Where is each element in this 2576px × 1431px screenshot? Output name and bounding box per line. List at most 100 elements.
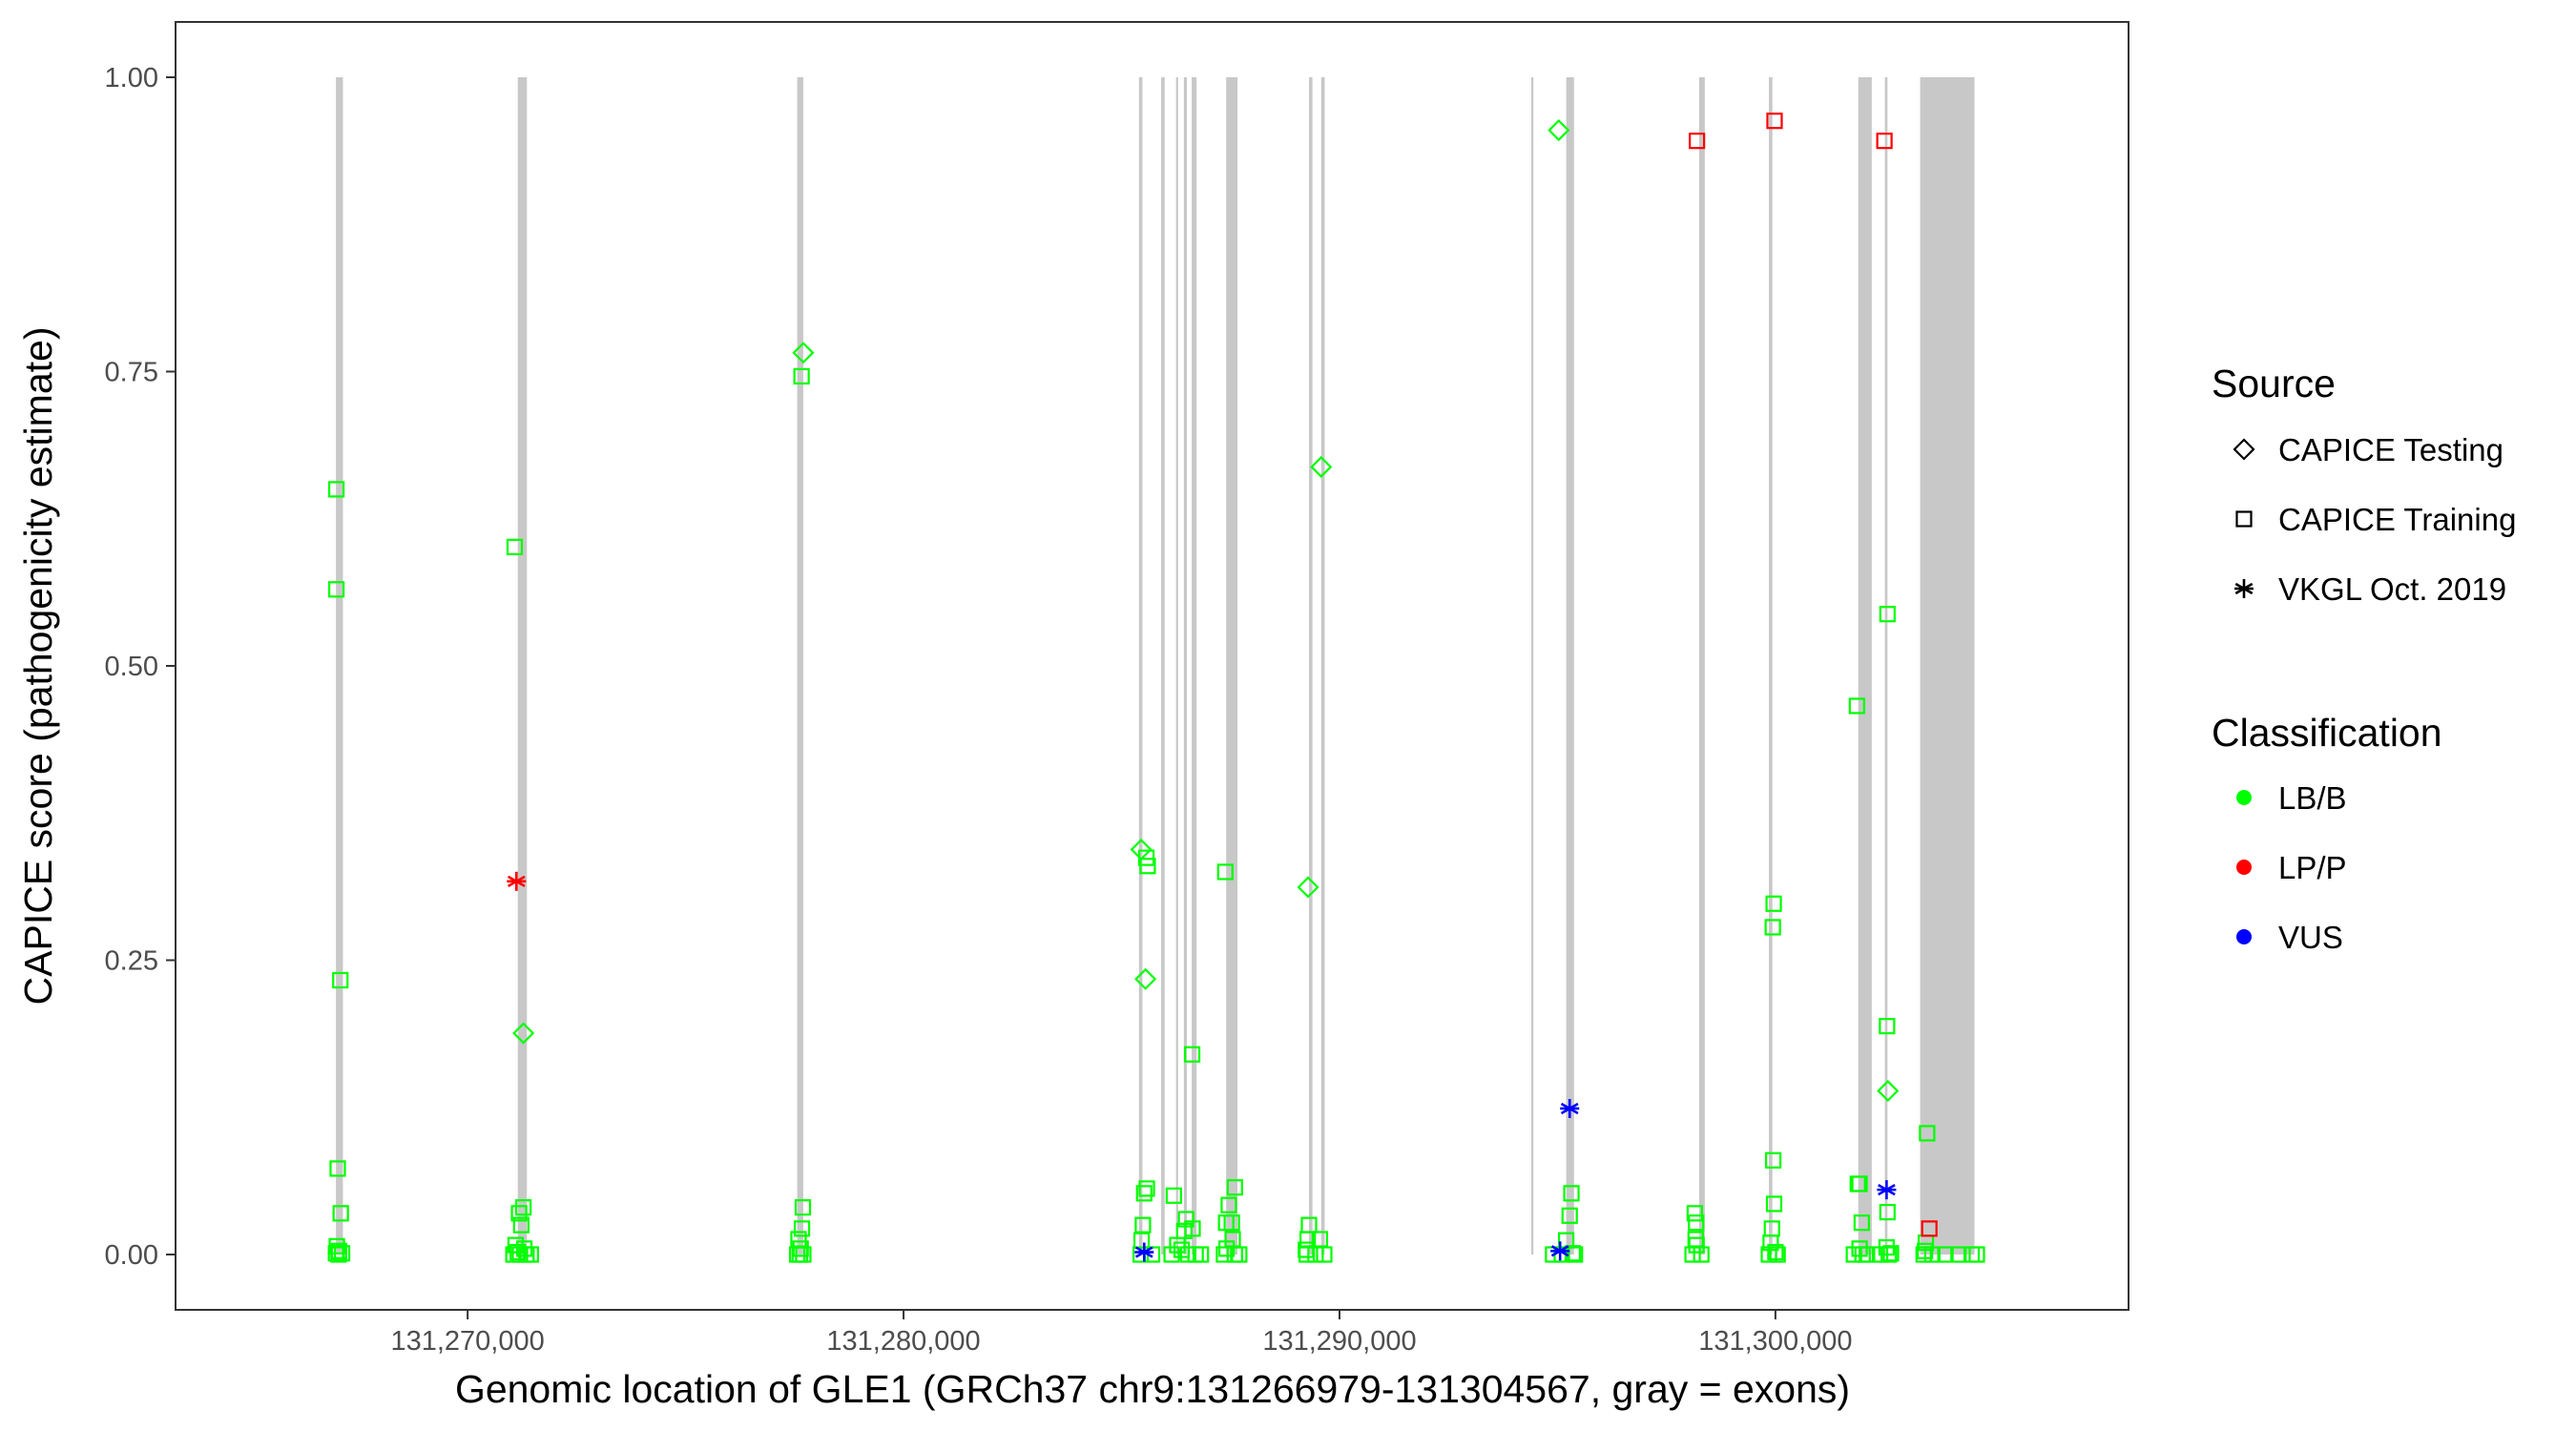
data-point (1561, 1207, 1578, 1224)
exon-band (336, 76, 343, 1255)
exon-band (1698, 76, 1705, 1255)
data-point (1765, 1151, 1782, 1169)
exon-band (1920, 76, 1975, 1255)
data-point (333, 1245, 351, 1262)
data-point (1848, 697, 1865, 715)
data-point (510, 1205, 528, 1222)
data-point (794, 1199, 812, 1216)
y-axis-title: CAPICE score (pathogenicity estimate) (16, 327, 60, 1006)
data-point (329, 1160, 346, 1177)
data-point (1879, 606, 1896, 623)
data-point (1297, 876, 1319, 899)
exon-band (1566, 76, 1574, 1255)
data-point (1915, 1246, 1932, 1263)
data-point (332, 1205, 349, 1222)
legend-key-dot (2236, 860, 2252, 875)
data-point (1218, 1240, 1236, 1257)
exon-layer (336, 76, 1975, 1255)
data-point (328, 481, 345, 498)
exon-band (1769, 76, 1773, 1255)
data-point (1851, 1175, 1868, 1192)
legend-classification-label: LP/P (2278, 850, 2347, 885)
exon-band (1308, 76, 1313, 1255)
y-tick-label: 0.25 (105, 946, 158, 977)
data-point (1134, 967, 1157, 990)
data-point (512, 1216, 530, 1234)
data-point (1923, 1246, 1941, 1263)
data-point (1766, 113, 1783, 130)
y-tick-label: 0.75 (105, 357, 158, 387)
exon-band (1320, 76, 1325, 1255)
data-point (1310, 455, 1333, 479)
legend-key-diamond (2233, 438, 2255, 461)
data-point (1165, 1187, 1182, 1204)
data-point (793, 1220, 811, 1237)
data-point (1550, 1241, 1570, 1261)
data-point (1968, 1246, 1985, 1263)
data-point (1563, 1185, 1580, 1202)
data-point (509, 1243, 527, 1261)
data-point (1876, 133, 1893, 150)
data-point (1684, 1246, 1701, 1263)
data-point (1216, 863, 1234, 881)
data-point (515, 1199, 532, 1216)
data-point (792, 342, 815, 364)
legend-key-dot (2236, 790, 2252, 805)
data-point (1769, 1246, 1786, 1263)
data-point (1163, 1246, 1180, 1263)
data-point (1298, 1246, 1316, 1263)
exon-band (1161, 76, 1165, 1255)
data-point (1220, 1196, 1237, 1213)
data-point (793, 367, 810, 385)
data-point (507, 871, 527, 891)
data-point (1880, 1246, 1898, 1263)
exon-band (1175, 76, 1178, 1255)
data-point (1316, 1246, 1333, 1263)
data-point (1851, 1240, 1868, 1257)
x-axis-title: Genomic location of GLE1 (GRCh37 chr9:13… (455, 1367, 1850, 1411)
data-point (1937, 1246, 1954, 1263)
data-point (1765, 1195, 1783, 1213)
data-point (1845, 1246, 1862, 1263)
data-point (1226, 1179, 1243, 1196)
exon-band (1884, 76, 1888, 1255)
legend: Source CAPICE Testing CAPICE Training VKGL … (2212, 362, 2516, 955)
data-point (1879, 1018, 1896, 1035)
data-point (1130, 838, 1153, 861)
legend-key-asterisk (2234, 579, 2254, 598)
y-tick-label: 1.00 (105, 63, 158, 93)
data-point (791, 1246, 808, 1263)
data-point (522, 1246, 539, 1263)
data-point (1688, 1236, 1705, 1254)
y-tick-label: 0.50 (105, 652, 158, 682)
legend-source-title: Source (2212, 362, 2336, 405)
data-point (332, 971, 349, 989)
data-point (1231, 1246, 1248, 1263)
data-point (1689, 133, 1706, 150)
legend-source-label: VKGL Oct. 2019 (2278, 571, 2506, 607)
data-point (1877, 1079, 1900, 1103)
data-point (1135, 1185, 1153, 1202)
data-point (1919, 1125, 1936, 1142)
data-point (330, 1246, 347, 1263)
point-layer (327, 113, 1985, 1263)
y-axis: 0.00 0.25 0.50 0.75 1.00 (105, 63, 176, 1271)
data-point (1183, 1046, 1201, 1063)
data-point (1169, 1236, 1186, 1254)
data-point (512, 1022, 535, 1045)
data-point (1765, 895, 1782, 912)
legend-source-label: CAPICE Training (2278, 502, 2516, 537)
data-point (1134, 1242, 1154, 1262)
data-point (1688, 1214, 1705, 1232)
data-point (1879, 1203, 1896, 1221)
x-tick-label: 131,270,000 (390, 1326, 544, 1357)
data-point (1560, 1098, 1580, 1118)
data-point (1686, 1205, 1703, 1222)
data-point (1217, 1214, 1235, 1232)
exon-band (1226, 76, 1238, 1255)
data-point (1307, 1246, 1324, 1263)
data-point (511, 1246, 529, 1263)
legend-key-square (2235, 510, 2253, 528)
